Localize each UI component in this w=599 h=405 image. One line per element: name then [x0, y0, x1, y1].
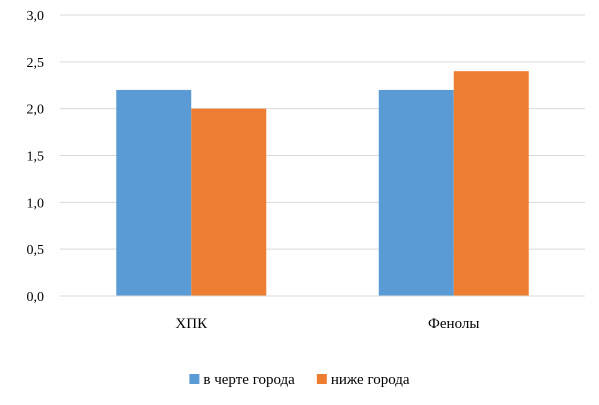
bars — [116, 71, 529, 297]
legend-swatch — [316, 374, 327, 384]
y-tick-label: 2,5 — [27, 56, 45, 71]
bar-series1-cat2 — [378, 89, 454, 296]
x-category-label: Фенолы — [428, 316, 479, 332]
y-tick-label: 0,0 — [27, 290, 45, 305]
y-tick-label: 3,0 — [27, 9, 45, 24]
legend-item: ниже города — [316, 372, 410, 388]
legend-swatch — [189, 374, 200, 384]
bar-series2-cat2 — [453, 71, 529, 296]
x-category-label: ХПК — [175, 316, 208, 332]
bar-series2-cat1 — [191, 108, 267, 297]
y-tick-label: 1,0 — [27, 196, 45, 211]
y-axis-tick-labels: 0,0 0,5 1,0 1,5 2,0 2,5 3,0 — [27, 9, 45, 305]
bar-series1-cat1 — [116, 89, 192, 296]
y-tick-label: 2,0 — [27, 103, 45, 118]
legend-label: ниже города — [331, 372, 410, 388]
y-tick-label: 1,5 — [27, 150, 45, 165]
legend-label: в черте города — [203, 372, 295, 388]
legend: в черте города ниже города — [189, 372, 410, 388]
legend-item: в черте города — [189, 372, 295, 388]
x-axis-category-labels: ХПК Фенолы — [175, 316, 479, 332]
y-tick-label: 0,5 — [27, 243, 45, 258]
